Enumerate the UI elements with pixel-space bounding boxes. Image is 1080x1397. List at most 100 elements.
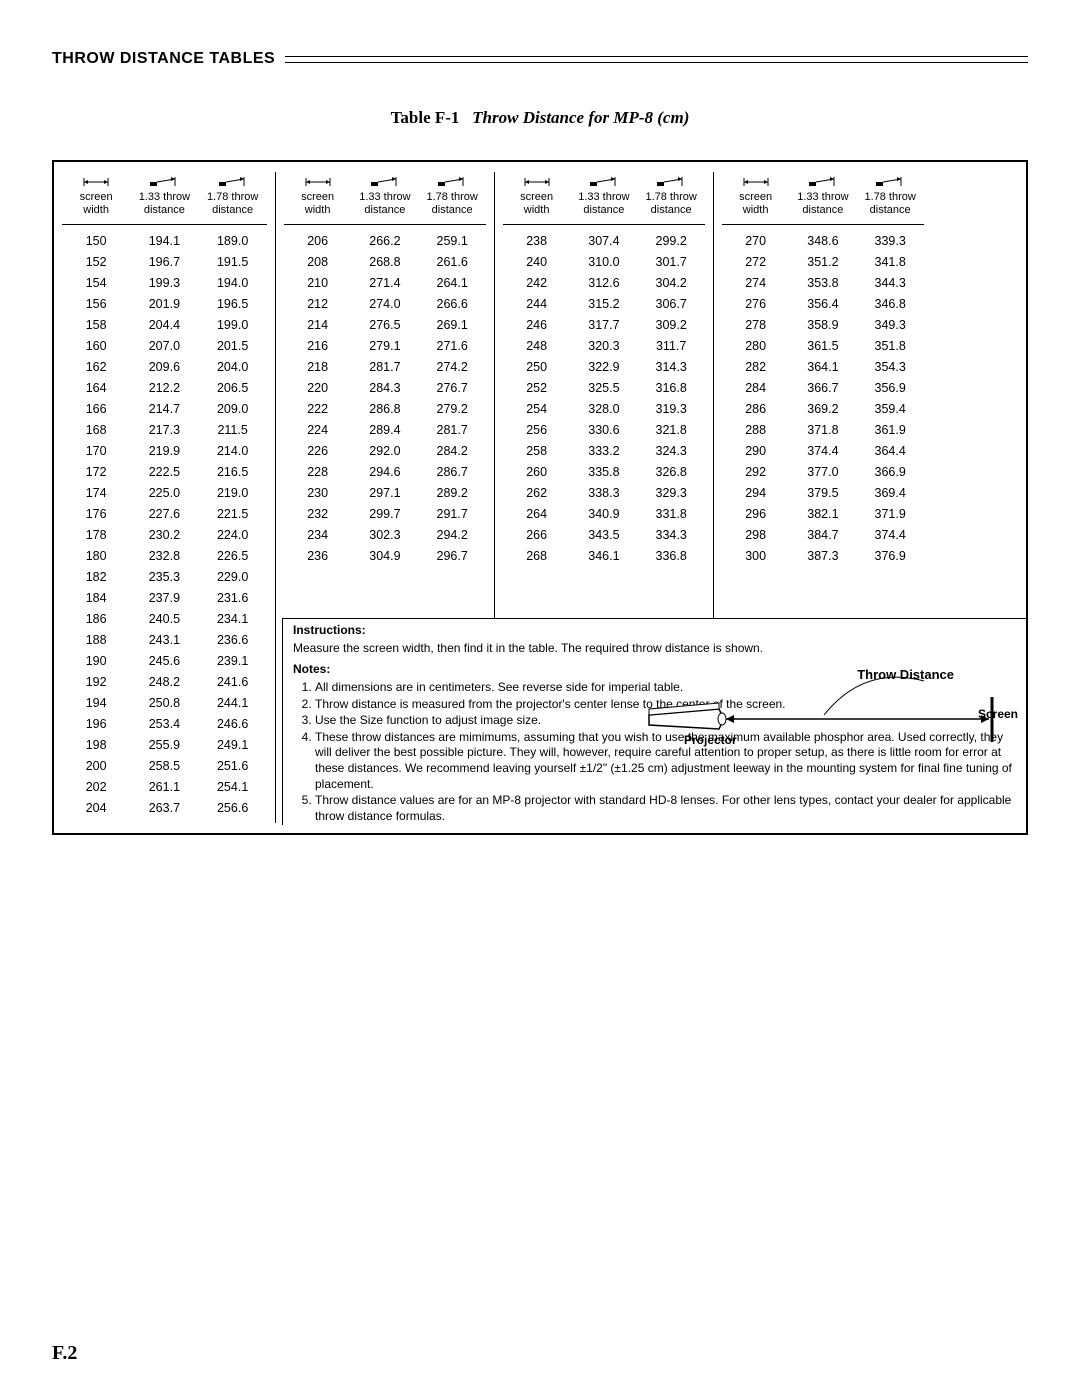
screen-label: Screen xyxy=(978,707,1018,723)
table-row: 168217.3211.5 xyxy=(62,420,267,441)
header-screen-width: screenwidth xyxy=(284,176,351,216)
table-row: 242312.6304.2 xyxy=(503,273,705,294)
table-row: 164212.2206.5 xyxy=(62,378,267,399)
table-cell: 328.0 xyxy=(570,399,637,420)
table-cell: 314.3 xyxy=(638,357,705,378)
table-row: 226292.0284.2 xyxy=(284,441,486,462)
table-cell: 236.6 xyxy=(199,630,267,651)
section-divider xyxy=(285,56,1028,63)
table-row: 176227.6221.5 xyxy=(62,504,267,525)
table-row: 236304.9296.7 xyxy=(284,546,486,567)
table-cell: 268 xyxy=(503,546,570,567)
screen-width-icon xyxy=(742,176,770,188)
table-cell: 358.9 xyxy=(789,315,856,336)
table-cell: 154 xyxy=(62,273,130,294)
table-cell: 212.2 xyxy=(130,378,198,399)
table-row: 214276.5269.1 xyxy=(284,315,486,336)
header-133-throw: 1.33 throwdistance xyxy=(130,176,198,216)
table-cell: 343.5 xyxy=(570,525,637,546)
table-row: 228294.6286.7 xyxy=(284,462,486,483)
table-cell: 249.1 xyxy=(199,735,267,756)
table-cell: 356.4 xyxy=(789,294,856,315)
section-title-row: THROW DISTANCE TABLES xyxy=(52,50,1028,68)
table-cell: 281.7 xyxy=(351,357,418,378)
table-cell: 354.3 xyxy=(857,357,924,378)
table-cell: 192 xyxy=(62,672,130,693)
header-screen-width: screenwidth xyxy=(503,176,570,216)
table-cell: 184 xyxy=(62,588,130,609)
table-cell: 292.0 xyxy=(351,441,418,462)
table-cell: 256 xyxy=(503,420,570,441)
table-row: 198255.9249.1 xyxy=(62,735,267,756)
table-cell: 220 xyxy=(284,378,351,399)
table-cell: 292 xyxy=(722,462,789,483)
table-row: 248320.3311.7 xyxy=(503,336,705,357)
table-cell: 301.7 xyxy=(638,252,705,273)
table-cell: 248.2 xyxy=(130,672,198,693)
table-cell: 307.4 xyxy=(570,231,637,252)
table-cell: 261.6 xyxy=(419,252,486,273)
table-cell: 162 xyxy=(62,357,130,378)
header-row: screenwidth 1.33 throwdistance 1.78 thro… xyxy=(722,176,924,225)
table-cell: 379.5 xyxy=(789,483,856,504)
table-cell: 336.8 xyxy=(638,546,705,567)
table-row: 286369.2359.4 xyxy=(722,399,924,420)
table-cell: 274.2 xyxy=(419,357,486,378)
table-cell: 329.3 xyxy=(638,483,705,504)
table-cell: 239.1 xyxy=(199,651,267,672)
table-cell: 256.6 xyxy=(199,798,267,819)
table-cell: 361.9 xyxy=(857,420,924,441)
table-cell: 270 xyxy=(722,231,789,252)
table-cell: 382.1 xyxy=(789,504,856,525)
table-row: 212274.0266.6 xyxy=(284,294,486,315)
throw-distance-label: Throw Distance xyxy=(857,667,954,684)
notes-box: Instructions: Measure the screen width, … xyxy=(282,618,1026,825)
table-cell: 244.1 xyxy=(199,693,267,714)
table-cell: 331.8 xyxy=(638,504,705,525)
table-cell: 291.7 xyxy=(419,504,486,525)
header-row: screenwidth 1.33 throwdistance 1.78 thro… xyxy=(62,176,267,225)
header-screen-width: screenwidth xyxy=(722,176,789,216)
table-cell: 250 xyxy=(503,357,570,378)
table-cell: 276 xyxy=(722,294,789,315)
table-row: 246317.7309.2 xyxy=(503,315,705,336)
table-cell: 281.7 xyxy=(419,420,486,441)
table-row: 234302.3294.2 xyxy=(284,525,486,546)
table-row: 158204.4199.0 xyxy=(62,315,267,336)
table-cell: 244 xyxy=(503,294,570,315)
table-cell: 245.6 xyxy=(130,651,198,672)
table-cell: 254.1 xyxy=(199,777,267,798)
table-cell: 241.6 xyxy=(199,672,267,693)
table-cell: 182 xyxy=(62,567,130,588)
table-cell: 258 xyxy=(503,441,570,462)
throw-icon xyxy=(656,176,686,188)
note-item: Throw distance values are for an MP-8 pr… xyxy=(315,793,1016,824)
table-cell: 294 xyxy=(722,483,789,504)
table-cell: 234 xyxy=(284,525,351,546)
table-row: 154199.3194.0 xyxy=(62,273,267,294)
table-row: 278358.9349.3 xyxy=(722,315,924,336)
screen-width-icon xyxy=(304,176,332,188)
table-cell: 246.6 xyxy=(199,714,267,735)
table-cell: 264 xyxy=(503,504,570,525)
table-cell: 227.6 xyxy=(130,504,198,525)
table-cell: 340.9 xyxy=(570,504,637,525)
table-cell: 235.3 xyxy=(130,567,198,588)
table-cell: 384.7 xyxy=(789,525,856,546)
table-cell: 377.0 xyxy=(789,462,856,483)
table-cell: 242 xyxy=(503,273,570,294)
table-cell: 199.3 xyxy=(130,273,198,294)
table-cell: 152 xyxy=(62,252,130,273)
projector-label: Projector xyxy=(684,733,737,749)
header-row: screenwidth 1.33 throwdistance 1.78 thro… xyxy=(284,176,486,225)
table-cell: 204.0 xyxy=(199,357,267,378)
section-title: THROW DISTANCE TABLES xyxy=(52,50,275,68)
table-row: 268346.1336.8 xyxy=(503,546,705,567)
table-cell: 272 xyxy=(722,252,789,273)
table-cell: 261.1 xyxy=(130,777,198,798)
table-cell: 196.5 xyxy=(199,294,267,315)
table-cell: 222 xyxy=(284,399,351,420)
table-row: 266343.5334.3 xyxy=(503,525,705,546)
throw-icon xyxy=(218,176,248,188)
header-178-throw: 1.78 throwdistance xyxy=(857,176,924,216)
